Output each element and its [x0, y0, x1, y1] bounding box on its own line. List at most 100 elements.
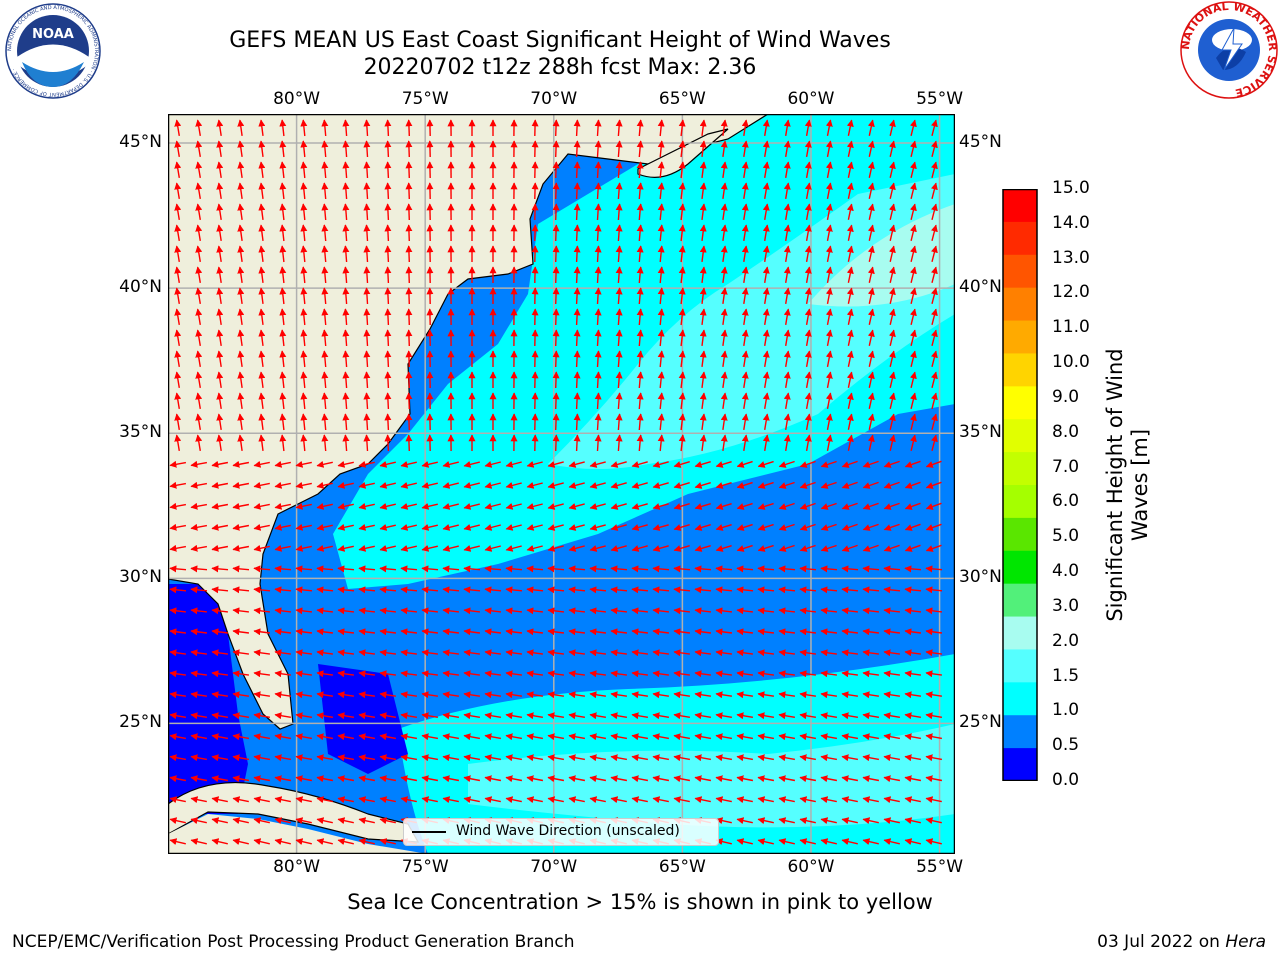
wave-direction-arrow	[442, 461, 459, 468]
wave-direction-arrow	[757, 586, 775, 594]
wave-direction-arrow	[883, 565, 901, 573]
wave-direction-arrow	[888, 329, 896, 346]
wave-direction-arrow	[862, 628, 879, 636]
wave-direction-arrow	[736, 607, 753, 615]
tick-label-lon-bottom: 70°W	[530, 857, 578, 877]
wave-direction-arrow	[337, 544, 354, 552]
wave-direction-arrow	[274, 460, 291, 468]
wave-direction-arrow	[594, 392, 602, 410]
tick-label-lat-right: 35°N	[959, 422, 1002, 443]
wave-direction-arrow	[295, 754, 313, 762]
wave-direction-arrow	[363, 287, 371, 305]
wave-direction-arrow	[568, 670, 585, 678]
wave-direction-arrow	[799, 628, 816, 636]
wave-direction-arrow	[931, 392, 938, 409]
wave-direction-arrow	[925, 628, 942, 636]
wave-direction-arrow	[778, 670, 795, 678]
wave-direction-arrow	[673, 565, 691, 573]
wave-direction-arrow	[300, 161, 308, 179]
nws-logo: NATIONAL WEATHER SERVICE	[1179, 0, 1279, 99]
wave-direction-arrow	[211, 523, 229, 531]
wave-direction-arrow	[589, 586, 607, 594]
wave-direction-arrow	[820, 586, 838, 594]
wave-direction-arrow	[405, 119, 413, 137]
wave-direction-arrow	[678, 392, 686, 410]
wave-direction-arrow	[195, 203, 203, 221]
wave-direction-arrow	[657, 413, 665, 431]
wave-direction-arrow	[841, 733, 859, 741]
wave-direction-arrow	[421, 502, 438, 510]
wave-direction-arrow	[316, 502, 333, 510]
wave-direction-arrow	[699, 308, 707, 325]
wave-direction-arrow	[216, 329, 224, 347]
wave-direction-arrow	[715, 503, 732, 510]
wave-direction-arrow	[699, 203, 707, 220]
wave-direction-arrow	[274, 754, 292, 762]
wave-direction-arrow	[610, 754, 628, 762]
wave-direction-arrow	[799, 775, 817, 783]
wave-direction-arrow	[547, 461, 564, 468]
wave-direction-arrow	[631, 670, 648, 678]
wave-direction-arrow	[358, 796, 375, 804]
wave-direction-arrow	[631, 607, 648, 615]
wave-direction-arrow	[883, 628, 900, 636]
wave-direction-arrow	[610, 691, 628, 699]
wave-direction-arrow	[279, 392, 287, 410]
wave-direction-arrow	[342, 119, 350, 137]
legend-label: Wind Wave Direction (unscaled)	[456, 823, 680, 839]
wave-direction-arrow	[552, 245, 560, 263]
wave-direction-arrow	[547, 754, 565, 762]
wave-direction-arrow	[678, 287, 686, 305]
wave-direction-arrow	[888, 203, 896, 220]
wave-direction-arrow	[321, 161, 329, 179]
wave-direction-arrow	[615, 287, 623, 305]
wave-direction-arrow	[384, 182, 392, 200]
wave-direction-arrow	[463, 649, 480, 657]
wave-direction-arrow	[363, 224, 371, 242]
wave-direction-arrow	[174, 161, 182, 179]
wave-direction-arrow	[867, 308, 875, 325]
wave-direction-arrow	[615, 245, 623, 263]
wave-direction-arrow	[804, 413, 812, 431]
wave-direction-arrow	[274, 481, 291, 489]
wave-direction-arrow	[547, 482, 564, 489]
wave-direction-arrow	[505, 461, 522, 468]
wave-direction-arrow	[657, 329, 665, 347]
wave-direction-arrow	[804, 203, 812, 221]
wave-direction-arrow	[295, 691, 313, 699]
wave-direction-arrow	[678, 329, 686, 347]
wave-direction-arrow	[547, 586, 565, 594]
wave-direction-arrow	[778, 775, 796, 783]
wave-direction-arrow	[484, 775, 502, 783]
colorbar-swatch	[1003, 550, 1037, 585]
wave-direction-arrow	[652, 607, 669, 615]
wave-direction-arrow	[211, 460, 229, 468]
wave-direction-arrow	[253, 544, 270, 552]
wave-direction-arrow	[762, 308, 770, 326]
wave-direction-arrow	[846, 371, 854, 388]
wave-direction-arrow	[484, 712, 502, 720]
wave-direction-arrow	[673, 607, 690, 615]
wave-direction-arrow	[342, 245, 350, 263]
wave-direction-arrow	[342, 182, 350, 200]
wave-direction-arrow	[925, 586, 943, 594]
wave-direction-arrow	[258, 119, 266, 136]
colorbar	[1002, 189, 1038, 781]
wave-direction-arrow	[316, 607, 333, 615]
wave-direction-arrow	[174, 413, 182, 431]
wave-direction-arrow	[358, 754, 376, 762]
wave-direction-arrow	[657, 350, 665, 368]
wave-direction-arrow	[295, 481, 312, 489]
wave-direction-arrow	[169, 670, 186, 678]
colorbar-tick-label: 2.0	[1052, 630, 1080, 651]
wave-direction-arrow	[169, 565, 187, 573]
wave-direction-arrow	[825, 161, 833, 179]
wave-direction-arrow	[799, 460, 816, 468]
wave-direction-arrow	[363, 350, 371, 368]
wave-direction-arrow	[190, 691, 208, 699]
wave-direction-arrow	[442, 586, 460, 594]
wave-direction-arrow	[379, 775, 397, 783]
wave-direction-arrow	[715, 545, 732, 552]
wave-direction-arrow	[736, 502, 753, 510]
wave-direction-arrow	[783, 308, 791, 326]
